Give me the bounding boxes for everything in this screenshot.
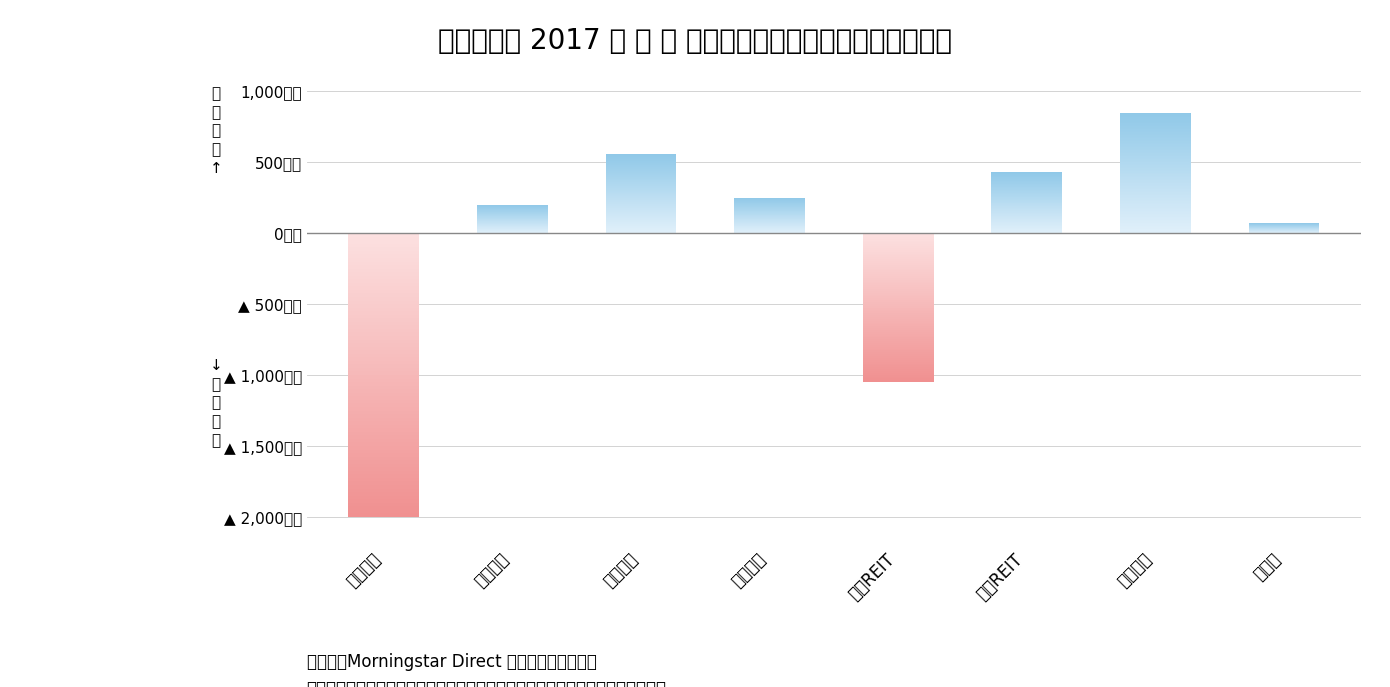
Text: （資料）Morningstar Direct を用いて筆者集計。: （資料）Morningstar Direct を用いて筆者集計。: [307, 653, 596, 671]
Text: 各資産クラスはイボットソン分類を用いてファンドを分類わけしています。: 各資産クラスはイボットソン分類を用いてファンドを分類わけしています。: [307, 680, 667, 687]
Text: ↓
資
金
流
出: ↓ 資 金 流 出: [210, 358, 222, 448]
Text: 》図表１》 2017 年 １ 月 の国内追加型投信の推計資金流出入: 》図表１》 2017 年 １ 月 の国内追加型投信の推計資金流出入: [438, 27, 952, 56]
Text: 入
流
金
資
↑: 入 流 金 資 ↑: [210, 87, 222, 176]
